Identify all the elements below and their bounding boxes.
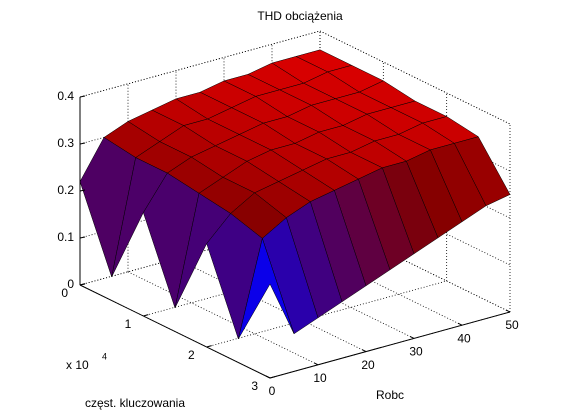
x-axis	[269, 311, 511, 379]
y-axis	[79, 284, 271, 379]
y-axis-label: częst. kluczowania	[85, 396, 185, 410]
tick-mark	[265, 375, 271, 379]
x-tick-label: 30	[409, 345, 423, 359]
chart-title: THD obciążenia	[257, 9, 343, 23]
box-edge	[319, 30, 511, 125]
x-tick-label: 10	[313, 371, 327, 385]
tick-mark	[313, 362, 319, 366]
tick-mark	[143, 314, 149, 317]
tick-mark	[269, 376, 276, 379]
z-tick-label: 0.2	[57, 183, 74, 197]
y-tick-label: 2	[188, 348, 195, 362]
tick-mark	[79, 95, 86, 98]
tick-mark	[79, 189, 86, 192]
z-tick-label: 0	[67, 277, 74, 291]
tick-mark	[457, 322, 463, 326]
tick-mark	[79, 142, 86, 145]
y-tick-label: 0	[61, 286, 68, 300]
grid-line	[319, 218, 511, 313]
tick-mark	[79, 283, 86, 286]
y-multiplier: x 10	[66, 358, 89, 372]
box-edge	[79, 30, 321, 98]
grid-line	[206, 280, 447, 348]
z-tick-label: 0.1	[57, 230, 74, 244]
x-tick-label: 50	[505, 318, 519, 332]
surface-patch	[238, 237, 295, 340]
x-axis-label: Robc	[376, 388, 404, 402]
y-multiplier-exponent: 4	[102, 351, 107, 361]
z-tick-label: 0.3	[57, 136, 74, 150]
z-tick-label: 0.4	[57, 89, 74, 103]
tick-mark	[206, 345, 212, 348]
x-tick-label: 20	[361, 358, 375, 372]
x-tick-label: 0	[269, 384, 276, 398]
grid-line	[127, 271, 319, 366]
tick-mark	[79, 236, 86, 239]
y-tick-label: 3	[251, 379, 258, 393]
x-tick-label: 40	[457, 331, 471, 345]
tick-mark	[505, 309, 511, 313]
grid-line	[175, 258, 367, 352]
tick-mark	[361, 349, 367, 353]
y-tick-label: 1	[125, 317, 132, 331]
tick-mark	[409, 335, 415, 339]
